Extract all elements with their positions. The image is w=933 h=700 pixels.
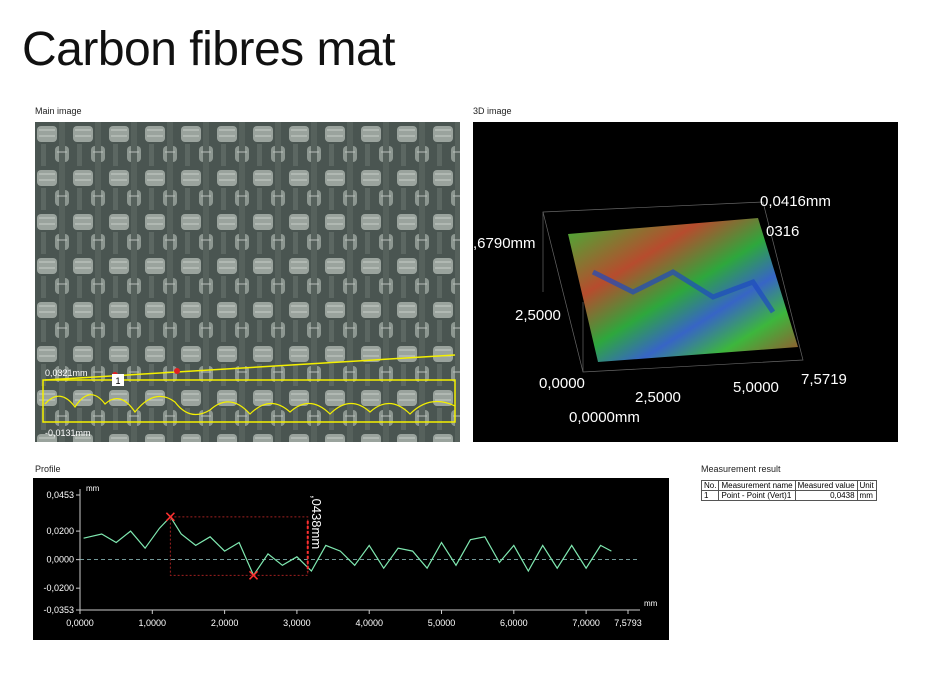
- x-tick-label: 4,0000: [355, 618, 383, 628]
- x-tick-label: 3,0000: [283, 618, 311, 628]
- y-tick-label: 0,0453: [46, 490, 74, 500]
- column-header: Measured value: [794, 480, 858, 491]
- y-tick-label: 0,0000: [46, 555, 74, 565]
- axis-label: 0,0000: [539, 375, 585, 392]
- main-image: 1 0,0321mm -0,0131mm: [35, 122, 460, 442]
- x-tick-label: 2,0000: [211, 618, 239, 628]
- axis-label: 2,5000: [515, 307, 561, 324]
- measure-label: ,0438mm: [309, 495, 324, 549]
- y-tick-label: -0,0353: [43, 605, 74, 615]
- axis-label: 5,0000: [733, 379, 779, 396]
- panel-label: Measurement result: [701, 464, 781, 474]
- column-header: Measurement name: [718, 480, 796, 491]
- x-tick-label: 7,0000: [572, 618, 600, 628]
- axis-label: 0316: [766, 223, 799, 240]
- table-cell: 1: [700, 490, 720, 501]
- axis-unit: mm: [644, 599, 658, 608]
- header-row: No. Measurement name Measured value Unit: [700, 480, 877, 491]
- axis-label: 0,0416mm: [760, 193, 831, 210]
- y-tick-label: 0,0200: [46, 526, 74, 536]
- x-tick-label: 5,0000: [428, 618, 456, 628]
- profile-chart: 0,0453 0,0200 0,0000 -0,0200 -0,0353 0,0000 1,…: [33, 478, 669, 640]
- point-marker: [165, 512, 175, 522]
- value-label: 0,0321mm: [45, 368, 88, 378]
- table-row: 1 Point - Point (Vert)1 0,0438 mm: [700, 490, 877, 501]
- value-label: -0,0131mm: [45, 428, 91, 438]
- table-cell: 0,0438: [794, 490, 858, 501]
- panel-label: Profile: [35, 464, 61, 474]
- x-tick-label: 0,0000: [66, 618, 94, 628]
- y-tick-label: -0,0200: [43, 583, 74, 593]
- axis-label: 0,0000mm: [569, 409, 640, 426]
- axis-unit: mm: [86, 484, 100, 493]
- measure-box: [169, 516, 309, 576]
- x-tick-label: 1,0000: [139, 618, 167, 628]
- table-cell: mm: [856, 490, 877, 501]
- marker-label: 1: [115, 376, 120, 386]
- column-header: No.: [700, 480, 720, 491]
- measurement-table: No. Measurement name Measured value Unit 1 Po…: [700, 480, 877, 501]
- panel-label: 3D image: [473, 106, 512, 116]
- axis-label: ,6790mm: [473, 235, 536, 252]
- table-cell: Point - Point (Vert)1: [718, 490, 796, 501]
- panel-label: Main image: [35, 106, 82, 116]
- slide-title: Carbon fibres mat: [22, 23, 396, 76]
- x-tick-label: 6,0000: [500, 618, 528, 628]
- column-header: Unit: [856, 480, 877, 491]
- axis-label: 7,5719: [801, 371, 847, 388]
- x-tick-label: 7,5793: [614, 618, 642, 628]
- axis-label: 2,5000: [635, 389, 681, 406]
- point-marker: [248, 570, 259, 580]
- image-3d: 0,0416mm 0316 ,6790mm 2,5000 0,0000 2,50…: [473, 122, 898, 442]
